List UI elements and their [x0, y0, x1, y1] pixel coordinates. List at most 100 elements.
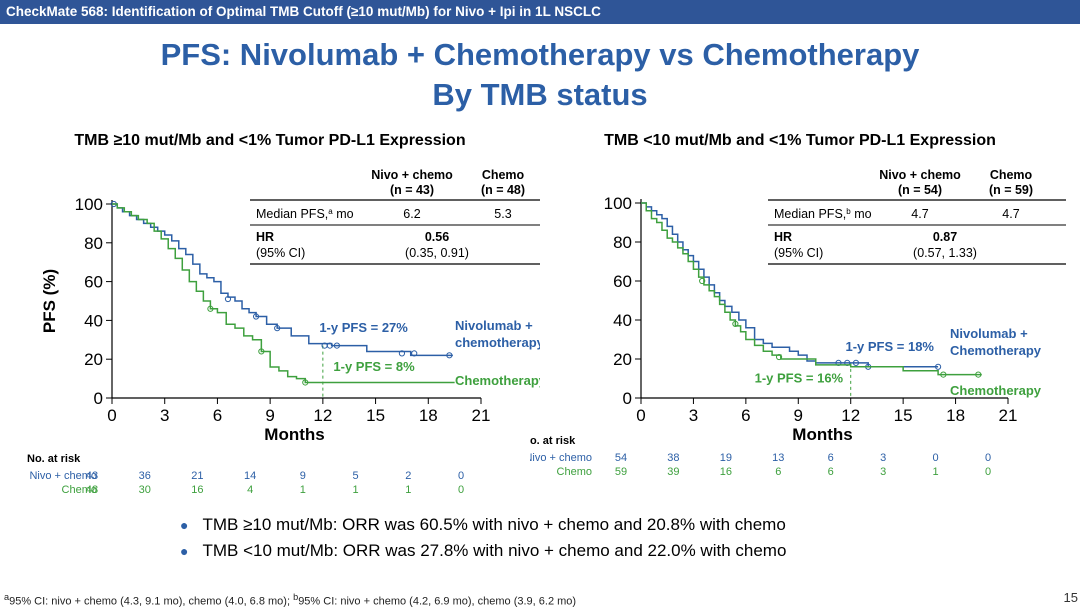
- risk-count: 6: [828, 466, 834, 478]
- risk-count: 3: [880, 466, 886, 478]
- censor-mark: [411, 350, 418, 357]
- risk-count: 13: [772, 452, 784, 464]
- risk-count: 9: [300, 470, 306, 482]
- risk-count: 0: [458, 470, 464, 482]
- series-label: Nivolumab +: [950, 326, 1028, 341]
- footnote-marker-b: b: [293, 592, 299, 602]
- risk-count: 1: [353, 484, 359, 496]
- x-tick-label: 3: [160, 406, 169, 425]
- table-median-nivo: 4.7: [911, 207, 928, 221]
- y-tick-label: 80: [613, 233, 632, 252]
- bullet-item: ● TMB ≥10 mut/Mb: ORR was 60.5% with nivo…: [180, 512, 786, 538]
- censor-mark: [852, 359, 860, 366]
- risk-count: 1: [933, 466, 939, 478]
- table-header-chemo: Chemo: [990, 168, 1033, 182]
- table-header-chemo-n: (n = 48): [481, 183, 525, 197]
- risk-count: 39: [667, 466, 679, 478]
- series-label: Nivolumab +: [455, 318, 533, 333]
- x-tick-label: 15: [894, 406, 913, 425]
- bullet-dot-icon: ●: [180, 517, 189, 533]
- unit: mo: [851, 207, 872, 221]
- x-tick-label: 9: [265, 406, 274, 425]
- footnote: a95% CI: nivo + chemo (4.3, 9.1 mo), che…: [4, 592, 576, 608]
- censor-mark: [934, 363, 942, 370]
- risk-row-label: Nivo + chemo: [530, 452, 592, 464]
- censor-mark: [732, 320, 739, 327]
- table-header-chemo: Chemo: [482, 168, 525, 182]
- footnote-ref: a: [328, 207, 333, 216]
- risk-count: 0: [933, 452, 939, 464]
- footnote-ref: b: [846, 207, 851, 216]
- bullet-item: ● TMB <10 mut/Mb: ORR was 27.8% with nivo…: [180, 538, 786, 564]
- censor-mark: [207, 305, 214, 312]
- x-tick-label: 6: [213, 406, 222, 425]
- y-tick-label: 100: [604, 194, 632, 213]
- landmark-pfs-annotation: 1-y PFS = 18%: [845, 339, 934, 354]
- km-curve: [112, 203, 453, 357]
- risk-count: 59: [615, 466, 627, 478]
- x-tick-label: 12: [313, 406, 332, 425]
- risk-count: 16: [720, 466, 732, 478]
- risk-row-label: Chemo: [62, 484, 97, 496]
- landmark-pfs-annotation: 1-y PFS = 16%: [755, 370, 844, 385]
- bullet-text: TMB <10 mut/Mb: ORR was 27.8% with nivo …: [202, 541, 787, 560]
- footnote-text-a: 95% CI: nivo + chemo (4.3, 9.1 mo), chem…: [9, 595, 294, 608]
- series-label: chemotherapy: [455, 335, 540, 350]
- footnote-marker-a: a: [4, 592, 10, 602]
- km-panel-high-tmb: TMB ≥10 mut/Mb and <1% Tumor PD-L1 Expre…: [0, 124, 547, 504]
- risk-count: 6: [828, 452, 834, 464]
- y-tick-label: 20: [84, 350, 103, 369]
- censor-mark: [699, 277, 706, 285]
- y-tick-label: 0: [623, 389, 632, 408]
- censor-mark: [775, 353, 783, 361]
- x-tick-label: 18: [419, 406, 438, 425]
- y-tick-label: 60: [84, 273, 103, 292]
- y-tick-label: 40: [613, 311, 632, 330]
- table-ci-label: (95% CI): [774, 246, 823, 260]
- risk-count: 19: [720, 452, 732, 464]
- km-curve: [641, 202, 982, 376]
- censor-mark: [274, 325, 281, 332]
- table-header-nivo: Nivo + chemo: [879, 168, 961, 182]
- risk-row-label: Chemo: [557, 466, 592, 478]
- censor-mark: [446, 352, 453, 359]
- censor-mark: [258, 348, 265, 355]
- table-median-label: Median PFS,b mo: [774, 207, 872, 222]
- risk-count: 0: [985, 466, 991, 478]
- km-panel-low-tmb: TMB <10 mut/Mb and <1% Tumor PD-L1 Expre…: [522, 124, 1070, 504]
- risk-row-label: Nivo + chemo: [29, 470, 97, 482]
- censor-mark: [326, 342, 333, 349]
- risk-count: 30: [139, 484, 151, 496]
- x-axis-label: Months: [792, 425, 852, 444]
- risk-count: 1: [300, 484, 306, 496]
- km-curve: [112, 203, 455, 384]
- risk-table-title: No. at risk: [27, 453, 81, 465]
- risk-count: 2: [405, 470, 411, 482]
- table-hr-value: 0.56: [425, 230, 449, 244]
- table-hr-label: HR: [774, 230, 792, 244]
- risk-count: 6: [775, 466, 781, 478]
- y-tick-label: 40: [84, 311, 103, 330]
- bullet-text: TMB ≥10 mut/Mb: ORR was 60.5% with nivo …: [202, 515, 786, 534]
- risk-count: 3: [880, 452, 886, 464]
- table-median-label: Median PFS,a mo: [256, 207, 354, 222]
- series-label: Chemotherapy: [950, 343, 1042, 358]
- slide-title-line-2: By TMB status: [432, 77, 648, 112]
- risk-count: 0: [985, 452, 991, 464]
- x-tick-label: 0: [107, 406, 116, 425]
- risk-count: 4: [247, 484, 253, 496]
- censor-mark: [224, 295, 232, 303]
- table-header-nivo-n: (n = 43): [390, 183, 434, 197]
- table-header-chemo-n: (n = 59): [989, 183, 1033, 197]
- x-tick-label: 0: [636, 406, 645, 425]
- series-label: Chemotherapy: [950, 383, 1042, 398]
- risk-count: 1: [405, 484, 411, 496]
- risk-table-title: No. at risk: [530, 435, 576, 447]
- x-tick-label: 21: [999, 406, 1018, 425]
- y-tick-label: 100: [75, 195, 103, 214]
- x-axis-label: Months: [264, 425, 324, 444]
- y-tick-label: 20: [613, 350, 632, 369]
- x-tick-label: 21: [472, 406, 491, 425]
- risk-count: 0: [458, 484, 464, 496]
